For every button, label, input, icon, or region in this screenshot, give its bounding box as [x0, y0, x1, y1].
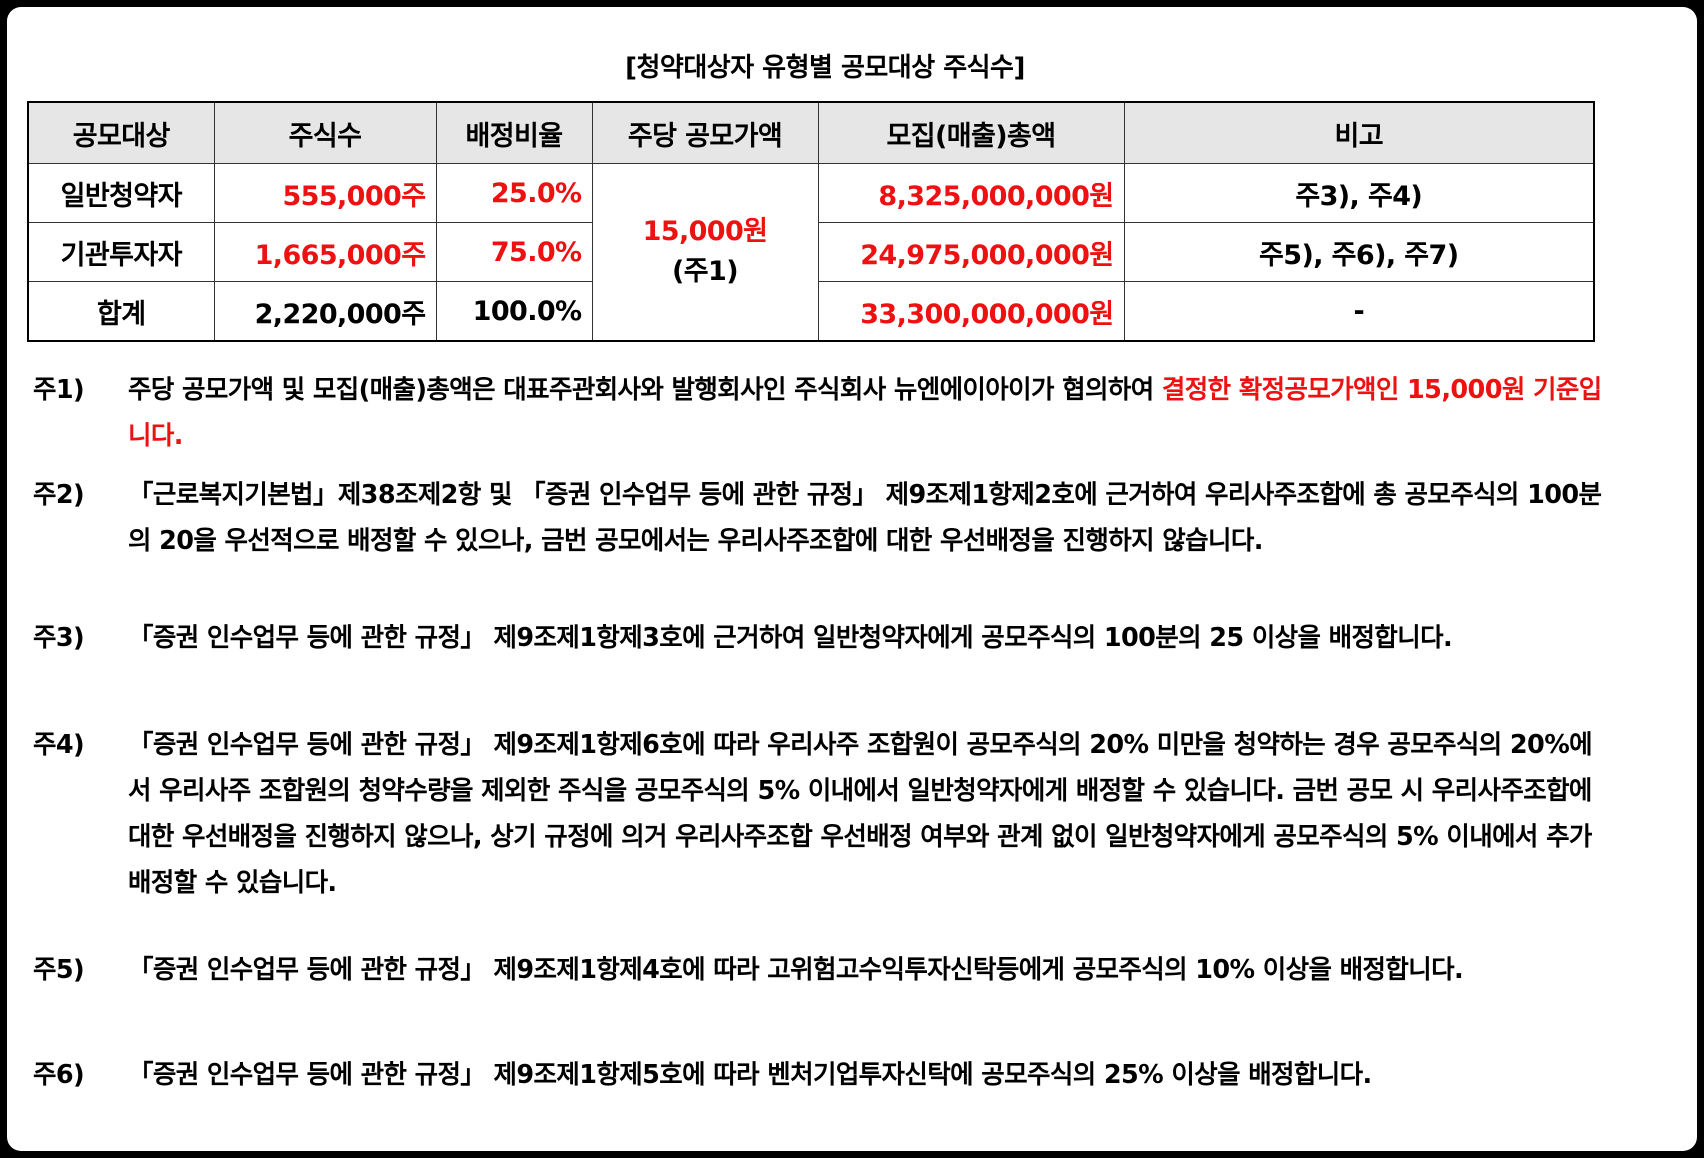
footnote-label: 주3) [33, 623, 85, 653]
footnote-4: 주4) 「증권 인수업무 등에 관한 규정」 제9조제1항제6호에 따라 우리사… [33, 722, 1613, 906]
cell-remark: - [1123, 281, 1595, 342]
footnote-6: 주6) 「증권 인수업무 등에 관한 규정」 제9조제1항제5호에 따라 벤처기… [33, 1052, 1613, 1098]
footnote-text: 「증권 인수업무 등에 관한 규정」 제9조제1항제4호에 따라 고위험고수익투… [128, 955, 1464, 985]
cell-ratio: 75.0% [435, 222, 593, 282]
footnote-3: 주3) 「증권 인수업무 등에 관한 규정」 제9조제1항제3호에 근거하여 일… [33, 615, 1613, 661]
header-target: 공모대상 [27, 101, 215, 164]
footnote-label: 주2) [33, 480, 85, 510]
table-title: [청약대상자 유형별 공모대상 주식수] [625, 53, 1025, 83]
table-row: 기관투자자 1,665,000주 75.0% 24,975,000,000원 주… [27, 222, 1595, 282]
cell-remark: 주5), 주6), 주7) [1123, 222, 1595, 282]
header-total: 모집(매출)총액 [817, 101, 1125, 164]
cell-shares: 2,220,000주 [213, 281, 437, 342]
footnote-text: 「근로복지기본법」제38조제2항 및 「증권 인수업무 등에 관한 규정」 제9… [128, 480, 1602, 556]
cell-target: 기관투자자 [27, 222, 215, 282]
price-note: (주1) [672, 256, 739, 287]
cell-total: 8,325,000,000원 [817, 163, 1125, 223]
footnote-label: 주6) [33, 1060, 85, 1090]
footnote-5: 주5) 「증권 인수업무 등에 관한 규정」 제9조제1항제4호에 따라 고위험… [33, 947, 1613, 993]
cell-remark: 주3), 주4) [1123, 163, 1595, 223]
cell-target: 합계 [27, 281, 215, 342]
header-price: 주당 공모가액 [591, 101, 819, 164]
header-shares: 주식수 [213, 101, 437, 164]
table-row-total: 합계 2,220,000주 100.0% 33,300,000,000원 - [27, 281, 1595, 342]
header-remark: 비고 [1123, 101, 1595, 164]
cell-total: 33,300,000,000원 [817, 281, 1125, 342]
footnote-1: 주1) 주당 공모가액 및 모집(매출)총액은 대표주관회사와 발행회사인 주식… [33, 367, 1613, 459]
cell-shares: 555,000주 [213, 163, 437, 223]
price-value: 15,000원 [642, 216, 768, 247]
footnote-label: 주4) [33, 730, 85, 760]
footnote-label: 주5) [33, 955, 85, 985]
cell-target: 일반청약자 [27, 163, 215, 223]
cell-ratio: 100.0% [435, 281, 593, 342]
footnote-highlight: 결정한 확정공모가액인 15,000원 기준입니다. [128, 375, 1602, 451]
footnote-text: 「증권 인수업무 등에 관한 규정」 제9조제1항제5호에 따라 벤처기업투자신… [128, 1060, 1372, 1090]
footnote-label: 주1) [33, 375, 85, 405]
cell-shares: 1,665,000주 [213, 222, 437, 282]
document-page: [청약대상자 유형별 공모대상 주식수] 공모대상 주식수 배정비율 주당 공모… [7, 7, 1697, 1151]
cell-ratio: 25.0% [435, 163, 593, 223]
table-row: 일반청약자 555,000주 25.0% 15,000원 (주1) 8,325,… [27, 163, 1595, 342]
footnote-text: 「증권 인수업무 등에 관한 규정」 제9조제1항제6호에 따라 우리사주 조합… [128, 730, 1593, 898]
allocation-table: 공모대상 주식수 배정비율 주당 공모가액 모집(매출)총액 비고 일반청약자 … [27, 101, 1595, 342]
footnote-2: 주2) 「근로복지기본법」제38조제2항 및 「증권 인수업무 등에 관한 규정… [33, 472, 1613, 564]
header-ratio: 배정비율 [435, 101, 593, 164]
cell-price: 15,000원 (주1) [591, 163, 819, 342]
footnote-text: 주당 공모가액 및 모집(매출)총액은 대표주관회사와 발행회사인 주식회사 뉴… [128, 375, 1602, 451]
footnote-text: 「증권 인수업무 등에 관한 규정」 제9조제1항제3호에 근거하여 일반청약자… [128, 623, 1453, 653]
table-header-row: 공모대상 주식수 배정비율 주당 공모가액 모집(매출)총액 비고 [27, 101, 1595, 164]
cell-total: 24,975,000,000원 [817, 222, 1125, 282]
